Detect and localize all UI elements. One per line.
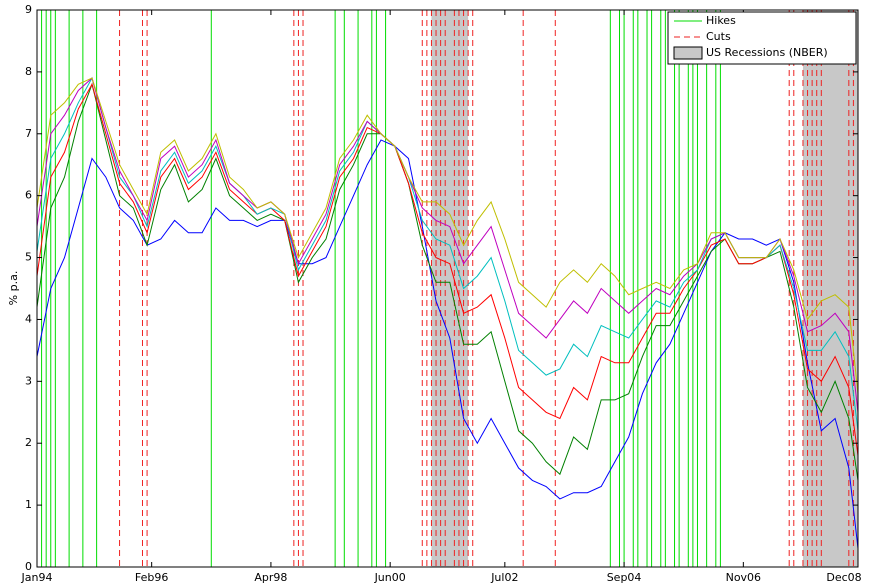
y-tick-label: 1: [25, 498, 32, 511]
series-line: [36, 82, 859, 456]
legend-label: Hikes: [706, 14, 736, 27]
recession-band: [802, 10, 858, 567]
y-axis-label: % p.a.: [7, 271, 20, 306]
legend-swatch: [673, 46, 703, 60]
x-tick-label: Nov06: [726, 571, 761, 584]
y-tick-label: 2: [25, 436, 32, 449]
series-line: [36, 77, 859, 394]
y-tick-label: 0: [25, 560, 32, 573]
x-tick-label: Feb96: [135, 571, 168, 584]
legend-label: Cuts: [706, 30, 731, 43]
x-tick-label: Jun00: [374, 571, 406, 584]
recession-band: [431, 10, 469, 567]
y-tick-label: 7: [25, 127, 32, 140]
x-tick-label: Dec08: [826, 571, 861, 584]
plot-frame: [36, 9, 859, 568]
y-tick-label: 8: [25, 65, 32, 78]
x-tick-label: Jan94: [21, 571, 53, 584]
y-tick-label: 9: [25, 3, 32, 16]
x-tick-label: Apr98: [254, 571, 287, 584]
x-tick-label: Jul02: [490, 571, 518, 584]
y-tick-label: 4: [25, 312, 32, 325]
legend-label: US Recessions (NBER): [706, 46, 828, 59]
y-tick-label: 5: [25, 251, 32, 264]
y-tick-label: 3: [25, 374, 32, 387]
x-tick-label: Sep04: [607, 571, 642, 584]
y-tick-label: 6: [25, 189, 32, 202]
legend: Hikes Cuts US Recessions (NBER): [667, 11, 857, 65]
